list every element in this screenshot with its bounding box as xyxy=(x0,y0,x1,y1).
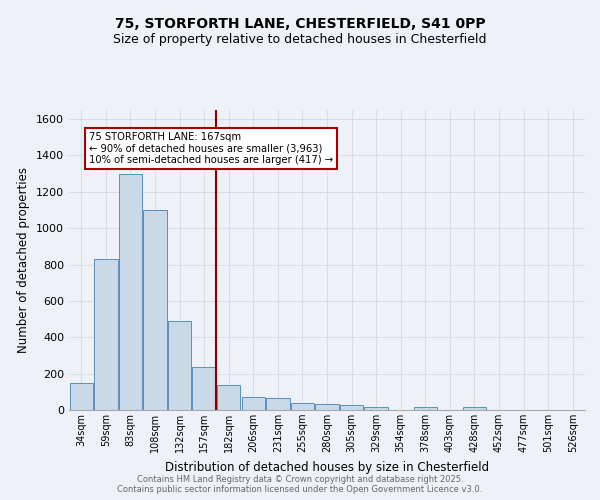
Bar xyxy=(242,398,265,410)
Text: 75 STORFORTH LANE: 167sqm
← 90% of detached houses are smaller (3,963)
10% of se: 75 STORFORTH LANE: 167sqm ← 90% of detac… xyxy=(89,132,333,165)
Bar xyxy=(291,402,314,410)
Bar xyxy=(119,174,142,410)
Bar xyxy=(168,321,191,410)
Bar xyxy=(94,259,118,410)
Bar xyxy=(193,368,216,410)
Bar xyxy=(266,398,290,410)
X-axis label: Distribution of detached houses by size in Chesterfield: Distribution of detached houses by size … xyxy=(165,460,489,473)
Bar xyxy=(463,408,486,410)
Bar xyxy=(70,382,93,410)
Y-axis label: Number of detached properties: Number of detached properties xyxy=(17,167,31,353)
Text: Size of property relative to detached houses in Chesterfield: Size of property relative to detached ho… xyxy=(113,32,487,46)
Bar xyxy=(217,386,241,410)
Text: 75, STORFORTH LANE, CHESTERFIELD, S41 0PP: 75, STORFORTH LANE, CHESTERFIELD, S41 0P… xyxy=(115,18,485,32)
Text: Contains HM Land Registry data © Crown copyright and database right 2025.
Contai: Contains HM Land Registry data © Crown c… xyxy=(118,474,482,494)
Bar xyxy=(364,408,388,410)
Bar xyxy=(340,406,363,410)
Bar xyxy=(316,404,338,410)
Bar xyxy=(143,210,167,410)
Bar xyxy=(413,408,437,410)
